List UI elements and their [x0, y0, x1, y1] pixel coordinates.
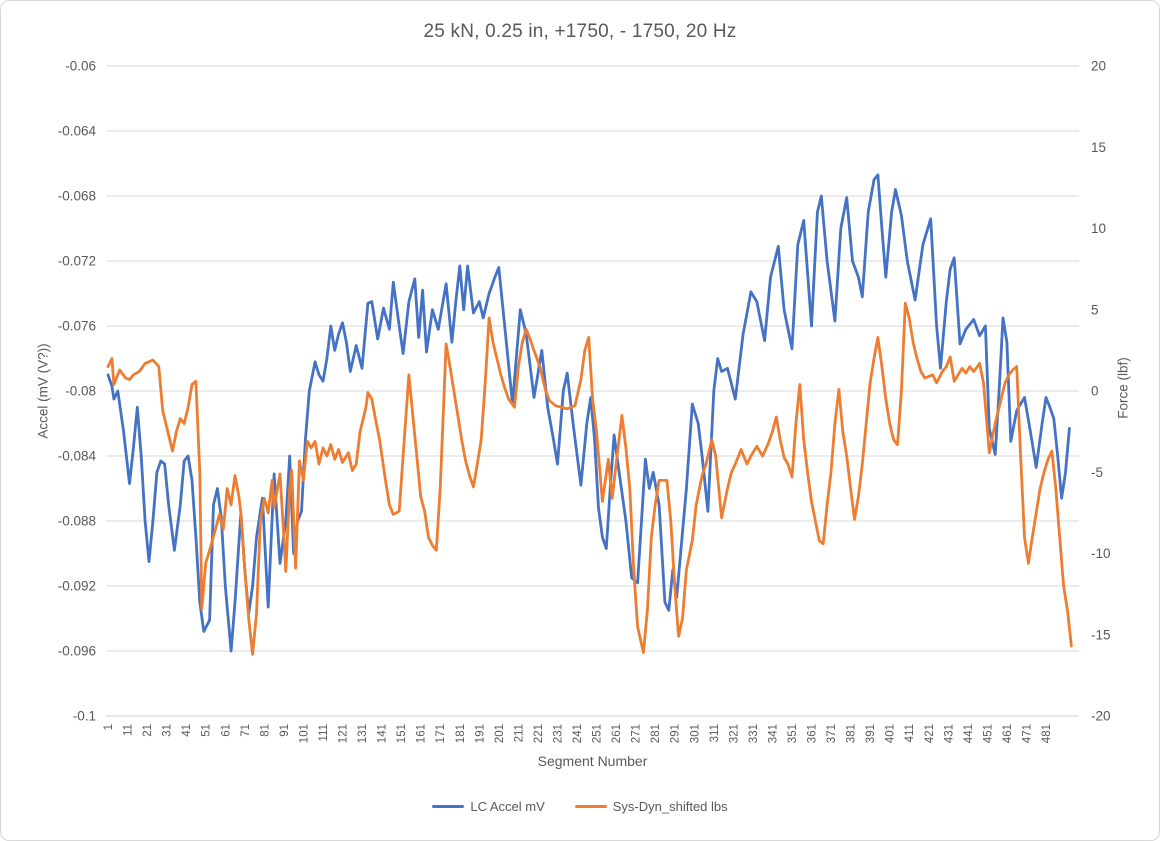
- x-axis-tick-label: 281: [650, 724, 662, 743]
- x-axis-tick-label: 51: [201, 724, 213, 737]
- right-axis-tick-label: -15: [1091, 627, 1111, 642]
- x-axis-tick-label: 171: [435, 724, 447, 743]
- right-axis-tick-label: 20: [1091, 59, 1106, 74]
- x-axis-tick-label: 231: [552, 724, 564, 743]
- x-axis-tick-label: 11: [123, 724, 135, 736]
- x-axis-tick-label: 421: [924, 724, 936, 743]
- chart-title: 25 kN, 0.25 in, +1750, - 1750, 20 Hz: [423, 21, 737, 42]
- left-axis-tick-label: -0.096: [58, 644, 96, 659]
- x-axis-tick-label: 1: [103, 724, 115, 730]
- right-axis-tick-label: 15: [1091, 140, 1106, 155]
- x-axis-tick-label: 71: [240, 724, 252, 737]
- x-axis-title: Segment Number: [537, 753, 648, 769]
- x-axis-tick-label: 151: [396, 724, 408, 743]
- legend-label: Sys-Dyn_shifted lbs: [612, 799, 728, 814]
- left-axis-tick-label: -0.068: [58, 189, 96, 204]
- x-axis-tick-label: 361: [807, 724, 819, 743]
- x-axis-tick-label: 381: [846, 724, 858, 743]
- x-axis-tick-label: 341: [767, 724, 779, 743]
- x-axis-tick-label: 61: [220, 724, 232, 737]
- x-axis-tick-label: 111: [318, 724, 330, 741]
- x-axis-tick-label: 81: [259, 724, 271, 737]
- right-axis-tick-label: -10: [1091, 546, 1111, 561]
- x-axis-tick-label: 321: [728, 724, 740, 743]
- series-line-lc-accel[interactable]: [106, 173, 1071, 653]
- right-axis-tick-labels: 20 15 10 5 0 -5 -10 -15 -20: [1091, 59, 1111, 724]
- x-axis-tick-label: 291: [670, 724, 682, 743]
- x-axis-tick-label: 451: [982, 724, 994, 743]
- left-axis-tick-label: -0.08: [65, 384, 96, 399]
- x-axis-tick-label: 141: [377, 724, 389, 743]
- x-axis-tick-label: 41: [181, 724, 193, 737]
- x-axis-tick-label: 481: [1041, 724, 1053, 743]
- series-lines: [106, 173, 1073, 656]
- left-axis-title: Accel (mV (V?)): [35, 343, 51, 439]
- chart-legend: LC Accel mV Sys-Dyn_shifted lbs: [1, 799, 1159, 814]
- x-axis-tick-label: 251: [592, 724, 604, 743]
- x-axis-tick-label: 351: [787, 724, 799, 743]
- x-axis-tick-label: 161: [416, 724, 428, 743]
- x-axis-tick-labels: 1 11 21 31 41 51 61 71 81 91 101 111 121 131 141 151 161…: [103, 724, 1053, 743]
- x-axis-tick-label: 311: [709, 724, 721, 742]
- x-axis-tick-label: 471: [1021, 724, 1033, 743]
- right-axis-tick-label: -5: [1091, 465, 1103, 480]
- left-axis-tick-labels: -0.06 -0.064 -0.068 -0.072 -0.076 -0.08 -0.084…: [58, 59, 97, 724]
- legend-label: LC Accel mV: [470, 799, 545, 814]
- series-line-sys-dyn[interactable]: [106, 301, 1073, 656]
- left-axis-tick-label: -0.1: [73, 709, 96, 724]
- x-axis-tick-label: 211: [513, 724, 525, 742]
- left-axis-tick-label: -0.088: [58, 514, 96, 529]
- x-axis-tick-label: 181: [455, 724, 467, 743]
- x-axis-tick-label: 191: [474, 724, 486, 743]
- x-axis-tick-label: 301: [689, 724, 701, 743]
- x-axis-tick-label: 261: [611, 724, 623, 743]
- x-axis-tick-label: 221: [533, 724, 545, 743]
- right-axis-tick-label: 5: [1091, 302, 1099, 317]
- x-axis-tick-label: 31: [162, 724, 174, 737]
- x-axis-tick-label: 121: [338, 724, 350, 743]
- left-axis-tick-label: -0.084: [58, 449, 97, 464]
- left-axis-tick-label: -0.092: [58, 579, 96, 594]
- left-axis-tick-label: -0.06: [65, 59, 96, 74]
- x-axis-tick-label: 91: [279, 724, 291, 737]
- x-axis-tick-label: 411: [904, 724, 916, 742]
- x-axis-tick-label: 331: [748, 724, 760, 743]
- x-axis-tick-label: 431: [943, 724, 955, 743]
- x-axis-tick-label: 391: [865, 724, 877, 743]
- x-axis-tick-label: 271: [631, 724, 643, 743]
- left-axis-tick-label: -0.076: [58, 319, 96, 334]
- x-axis-tick-label: 131: [357, 724, 369, 743]
- x-axis-tick-label: 241: [572, 724, 584, 743]
- left-axis-tick-label: -0.072: [58, 254, 96, 269]
- legend-item-lc-accel[interactable]: LC Accel mV: [432, 799, 545, 814]
- x-axis-tick-label: 21: [142, 724, 154, 737]
- legend-line-swatch-blue: [432, 804, 465, 809]
- right-axis-tick-label: -20: [1091, 709, 1111, 724]
- right-axis-title: Force (lbf): [1115, 357, 1131, 419]
- legend-line-swatch-orange: [574, 804, 607, 809]
- x-axis-tick-label: 201: [494, 724, 506, 743]
- legend-item-sys-dyn[interactable]: Sys-Dyn_shifted lbs: [574, 799, 728, 814]
- x-axis-tick-label: 371: [826, 724, 838, 743]
- x-axis-tick-label: 401: [885, 724, 897, 743]
- x-axis-tick-label: 441: [963, 724, 975, 743]
- left-axis-tick-label: -0.064: [58, 124, 97, 139]
- x-axis-tick-label: 101: [298, 724, 310, 743]
- x-axis-tick-label: 461: [1002, 724, 1014, 743]
- right-axis-tick-label: 0: [1091, 384, 1099, 399]
- right-axis-tick-label: 10: [1091, 221, 1106, 236]
